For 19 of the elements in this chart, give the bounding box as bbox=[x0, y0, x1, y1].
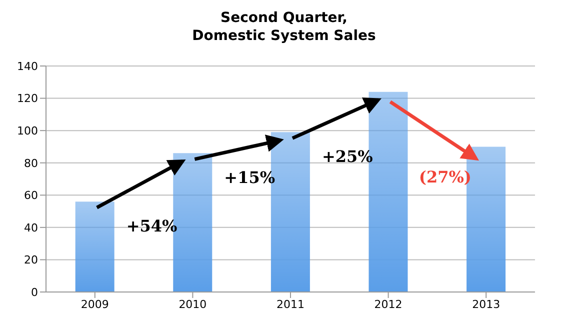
x-tick-label: 2013 bbox=[472, 298, 500, 311]
x-tick-label: 2009 bbox=[80, 298, 109, 311]
y-tick-label: 40 bbox=[24, 221, 38, 234]
annotation: (27%) bbox=[418, 168, 472, 187]
y-tick-label: 20 bbox=[24, 254, 38, 267]
x-tick-label: 2011 bbox=[276, 298, 304, 311]
y-tick-label: 60 bbox=[24, 189, 38, 202]
bar bbox=[75, 202, 114, 292]
annotation: +15% bbox=[224, 168, 276, 188]
y-tick-label: 80 bbox=[24, 156, 38, 170]
y-tick-label: 100 bbox=[17, 124, 38, 138]
annotation: +54% bbox=[126, 216, 178, 236]
y-tick-label: 120 bbox=[17, 92, 38, 106]
chart-title: Second Quarter, Domestic System Sales bbox=[192, 10, 376, 44]
y-tick-label: 0 bbox=[31, 286, 38, 299]
x-tick-label: 2012 bbox=[374, 298, 402, 311]
x-tick-label: 2010 bbox=[178, 298, 207, 311]
annotation: +25% bbox=[322, 147, 373, 166]
y-tick-label: 140 bbox=[17, 60, 38, 73]
